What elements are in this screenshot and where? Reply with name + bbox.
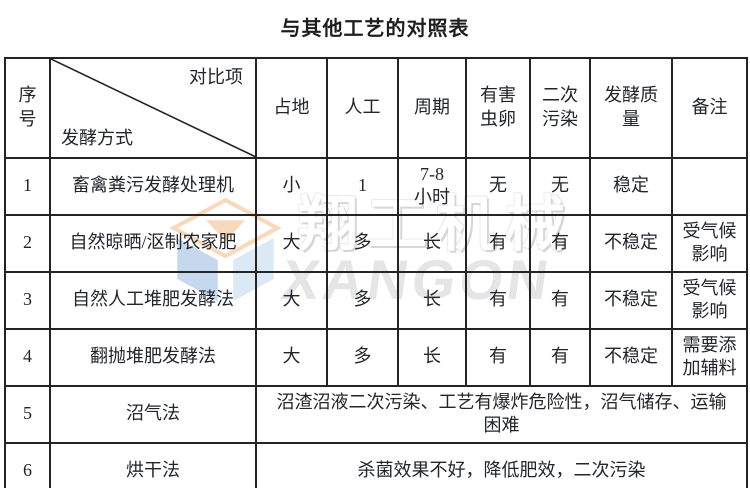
cell-labor: 多 bbox=[326, 213, 399, 273]
cell-pollution: 有 bbox=[529, 213, 591, 273]
cell-remarks bbox=[671, 156, 748, 216]
cell-quality: 不稳定 bbox=[589, 213, 673, 273]
header-corner-cell: 对比项 发酵方式 bbox=[49, 57, 257, 159]
row-method: 自然人工堆肥发酵法 bbox=[49, 270, 257, 330]
cell-pollution: 无 bbox=[529, 156, 591, 216]
row-no: 2 bbox=[4, 213, 51, 273]
cell-land: 大 bbox=[255, 270, 328, 330]
row-no: 4 bbox=[4, 327, 51, 387]
cell-quality: 不稳定 bbox=[589, 270, 673, 330]
cell-remarks: 受气候 影响 bbox=[671, 213, 748, 273]
cell-merged-note: 沼渣沼液二次污染、工艺有爆炸危险性，沼气储存、运输 困难 bbox=[255, 384, 748, 444]
table-row: 3 自然人工堆肥发酵法 大 多 长 有 有 不稳定 受气候 影响 bbox=[4, 270, 748, 330]
cell-eggs: 有 bbox=[465, 213, 531, 273]
cell-labor: 多 bbox=[326, 270, 399, 330]
cell-pollution: 有 bbox=[529, 270, 591, 330]
table-row: 4 翻抛堆肥发酵法 大 多 长 有 有 不稳定 需要添 加辅料 bbox=[4, 327, 748, 387]
cell-cycle: 长 bbox=[397, 270, 467, 330]
cell-eggs: 有 bbox=[465, 327, 531, 387]
cell-land: 小 bbox=[255, 156, 328, 216]
header-fermentation-method: 发酵方式 bbox=[61, 128, 133, 149]
table-row: 1 畜禽粪污发酵处理机 小 1 7-8 小时 无 无 稳定 bbox=[4, 156, 748, 216]
header-secondary-pollution: 二次 污染 bbox=[529, 57, 591, 159]
header-land: 占地 bbox=[255, 57, 328, 159]
row-no: 1 bbox=[4, 156, 51, 216]
cell-labor: 1 bbox=[326, 156, 399, 216]
cell-eggs: 有 bbox=[465, 270, 531, 330]
row-method: 翻抛堆肥发酵法 bbox=[49, 327, 257, 387]
cell-land: 大 bbox=[255, 327, 328, 387]
cell-cycle: 7-8 小时 bbox=[397, 156, 467, 216]
cell-remarks: 受气候 影响 bbox=[671, 270, 748, 330]
cell-remarks: 需要添 加辅料 bbox=[671, 327, 748, 387]
row-method: 畜禽粪污发酵处理机 bbox=[49, 156, 257, 216]
cell-pollution: 有 bbox=[529, 327, 591, 387]
cell-cycle: 长 bbox=[397, 327, 467, 387]
cell-land: 大 bbox=[255, 213, 328, 273]
cell-quality: 稳定 bbox=[589, 156, 673, 216]
row-method: 沼气法 bbox=[49, 384, 257, 444]
header-cycle: 周期 bbox=[397, 57, 467, 159]
comparison-table: 序 号 对比项 发酵方式 占地 人工 周期 有害 虫卵 二次 污染 发酵质 量 … bbox=[4, 57, 748, 488]
cell-cycle: 长 bbox=[397, 213, 467, 273]
cell-eggs: 无 bbox=[465, 156, 531, 216]
row-method: 自然晾晒/沤制农家肥 bbox=[49, 213, 257, 273]
header-fermentation-quality: 发酵质 量 bbox=[589, 57, 673, 159]
cell-quality: 不稳定 bbox=[589, 327, 673, 387]
cell-merged-note: 杀菌效果不好，降低肥效，二次污染 bbox=[255, 441, 748, 488]
header-row: 序 号 对比项 发酵方式 占地 人工 周期 有害 虫卵 二次 污染 发酵质 量 … bbox=[4, 57, 748, 159]
table-row: 2 自然晾晒/沤制农家肥 大 多 长 有 有 不稳定 受气候 影响 bbox=[4, 213, 748, 273]
row-method: 烘干法 bbox=[49, 441, 257, 488]
row-no: 6 bbox=[4, 441, 51, 488]
row-no: 5 bbox=[4, 384, 51, 444]
header-comparison-items: 对比项 bbox=[189, 67, 243, 87]
row-no: 3 bbox=[4, 270, 51, 330]
page-title: 与其他工艺的对照表 bbox=[280, 18, 470, 40]
cell-labor: 多 bbox=[326, 327, 399, 387]
header-harmful-eggs: 有害 虫卵 bbox=[465, 57, 531, 159]
header-remarks: 备注 bbox=[671, 57, 748, 159]
diagonal-divider-line bbox=[51, 59, 255, 157]
table-row: 6 烘干法 杀菌效果不好，降低肥效，二次污染 bbox=[4, 441, 748, 488]
header-serial: 序 号 bbox=[4, 57, 51, 159]
table-row: 5 沼气法 沼渣沼液二次污染、工艺有爆炸危险性，沼气储存、运输 困难 bbox=[4, 384, 748, 444]
header-labor: 人工 bbox=[326, 57, 399, 159]
